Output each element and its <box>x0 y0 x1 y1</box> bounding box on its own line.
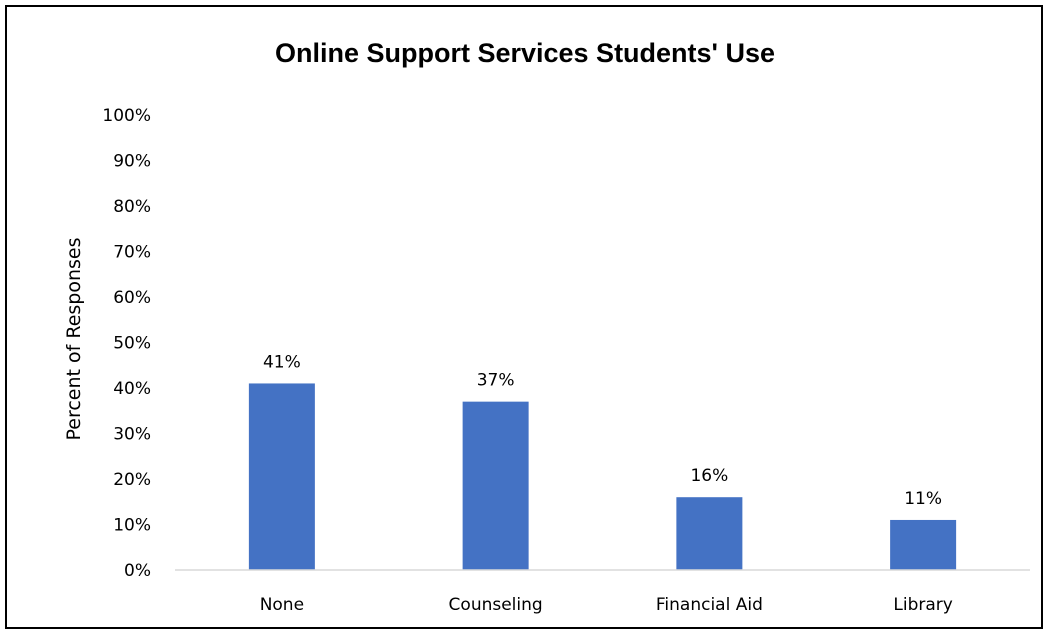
bar <box>462 401 529 570</box>
y-tick-label: 10% <box>113 516 151 536</box>
category-label: Library <box>893 595 952 615</box>
data-label: 37% <box>477 371 515 391</box>
bar <box>676 497 743 570</box>
data-labels: 41% 37% 16% 11% <box>263 352 942 509</box>
bar <box>248 383 315 570</box>
category-label: Financial Aid <box>656 595 763 615</box>
data-label: 16% <box>690 466 728 486</box>
y-tick-label: 50% <box>113 334 151 354</box>
category-label: Counseling <box>449 595 543 615</box>
y-tick-label: 30% <box>113 425 151 445</box>
y-tick-labels: 0% 10% 20% 30% 40% 50% 60% 70% 80% 90% 100% <box>102 106 151 581</box>
category-label: None <box>260 595 304 615</box>
y-axis-title: Percent of Responses <box>63 237 85 440</box>
y-tick-label: 100% <box>102 106 151 126</box>
y-tick-label: 20% <box>113 470 151 490</box>
y-tick-label: 90% <box>113 152 151 172</box>
y-tick-label: 0% <box>124 561 151 581</box>
bars <box>248 383 957 570</box>
y-tick-label: 60% <box>113 288 151 308</box>
y-tick-label: 40% <box>113 379 151 399</box>
y-tick-label: 80% <box>113 197 151 217</box>
y-tick-label: 70% <box>113 243 151 263</box>
data-label: 41% <box>263 352 301 372</box>
bar <box>890 519 957 570</box>
category-labels: None Counseling Financial Aid Library <box>260 595 953 615</box>
data-label: 11% <box>904 489 942 509</box>
chart-title: Online Support Services Students' Use <box>274 38 776 68</box>
